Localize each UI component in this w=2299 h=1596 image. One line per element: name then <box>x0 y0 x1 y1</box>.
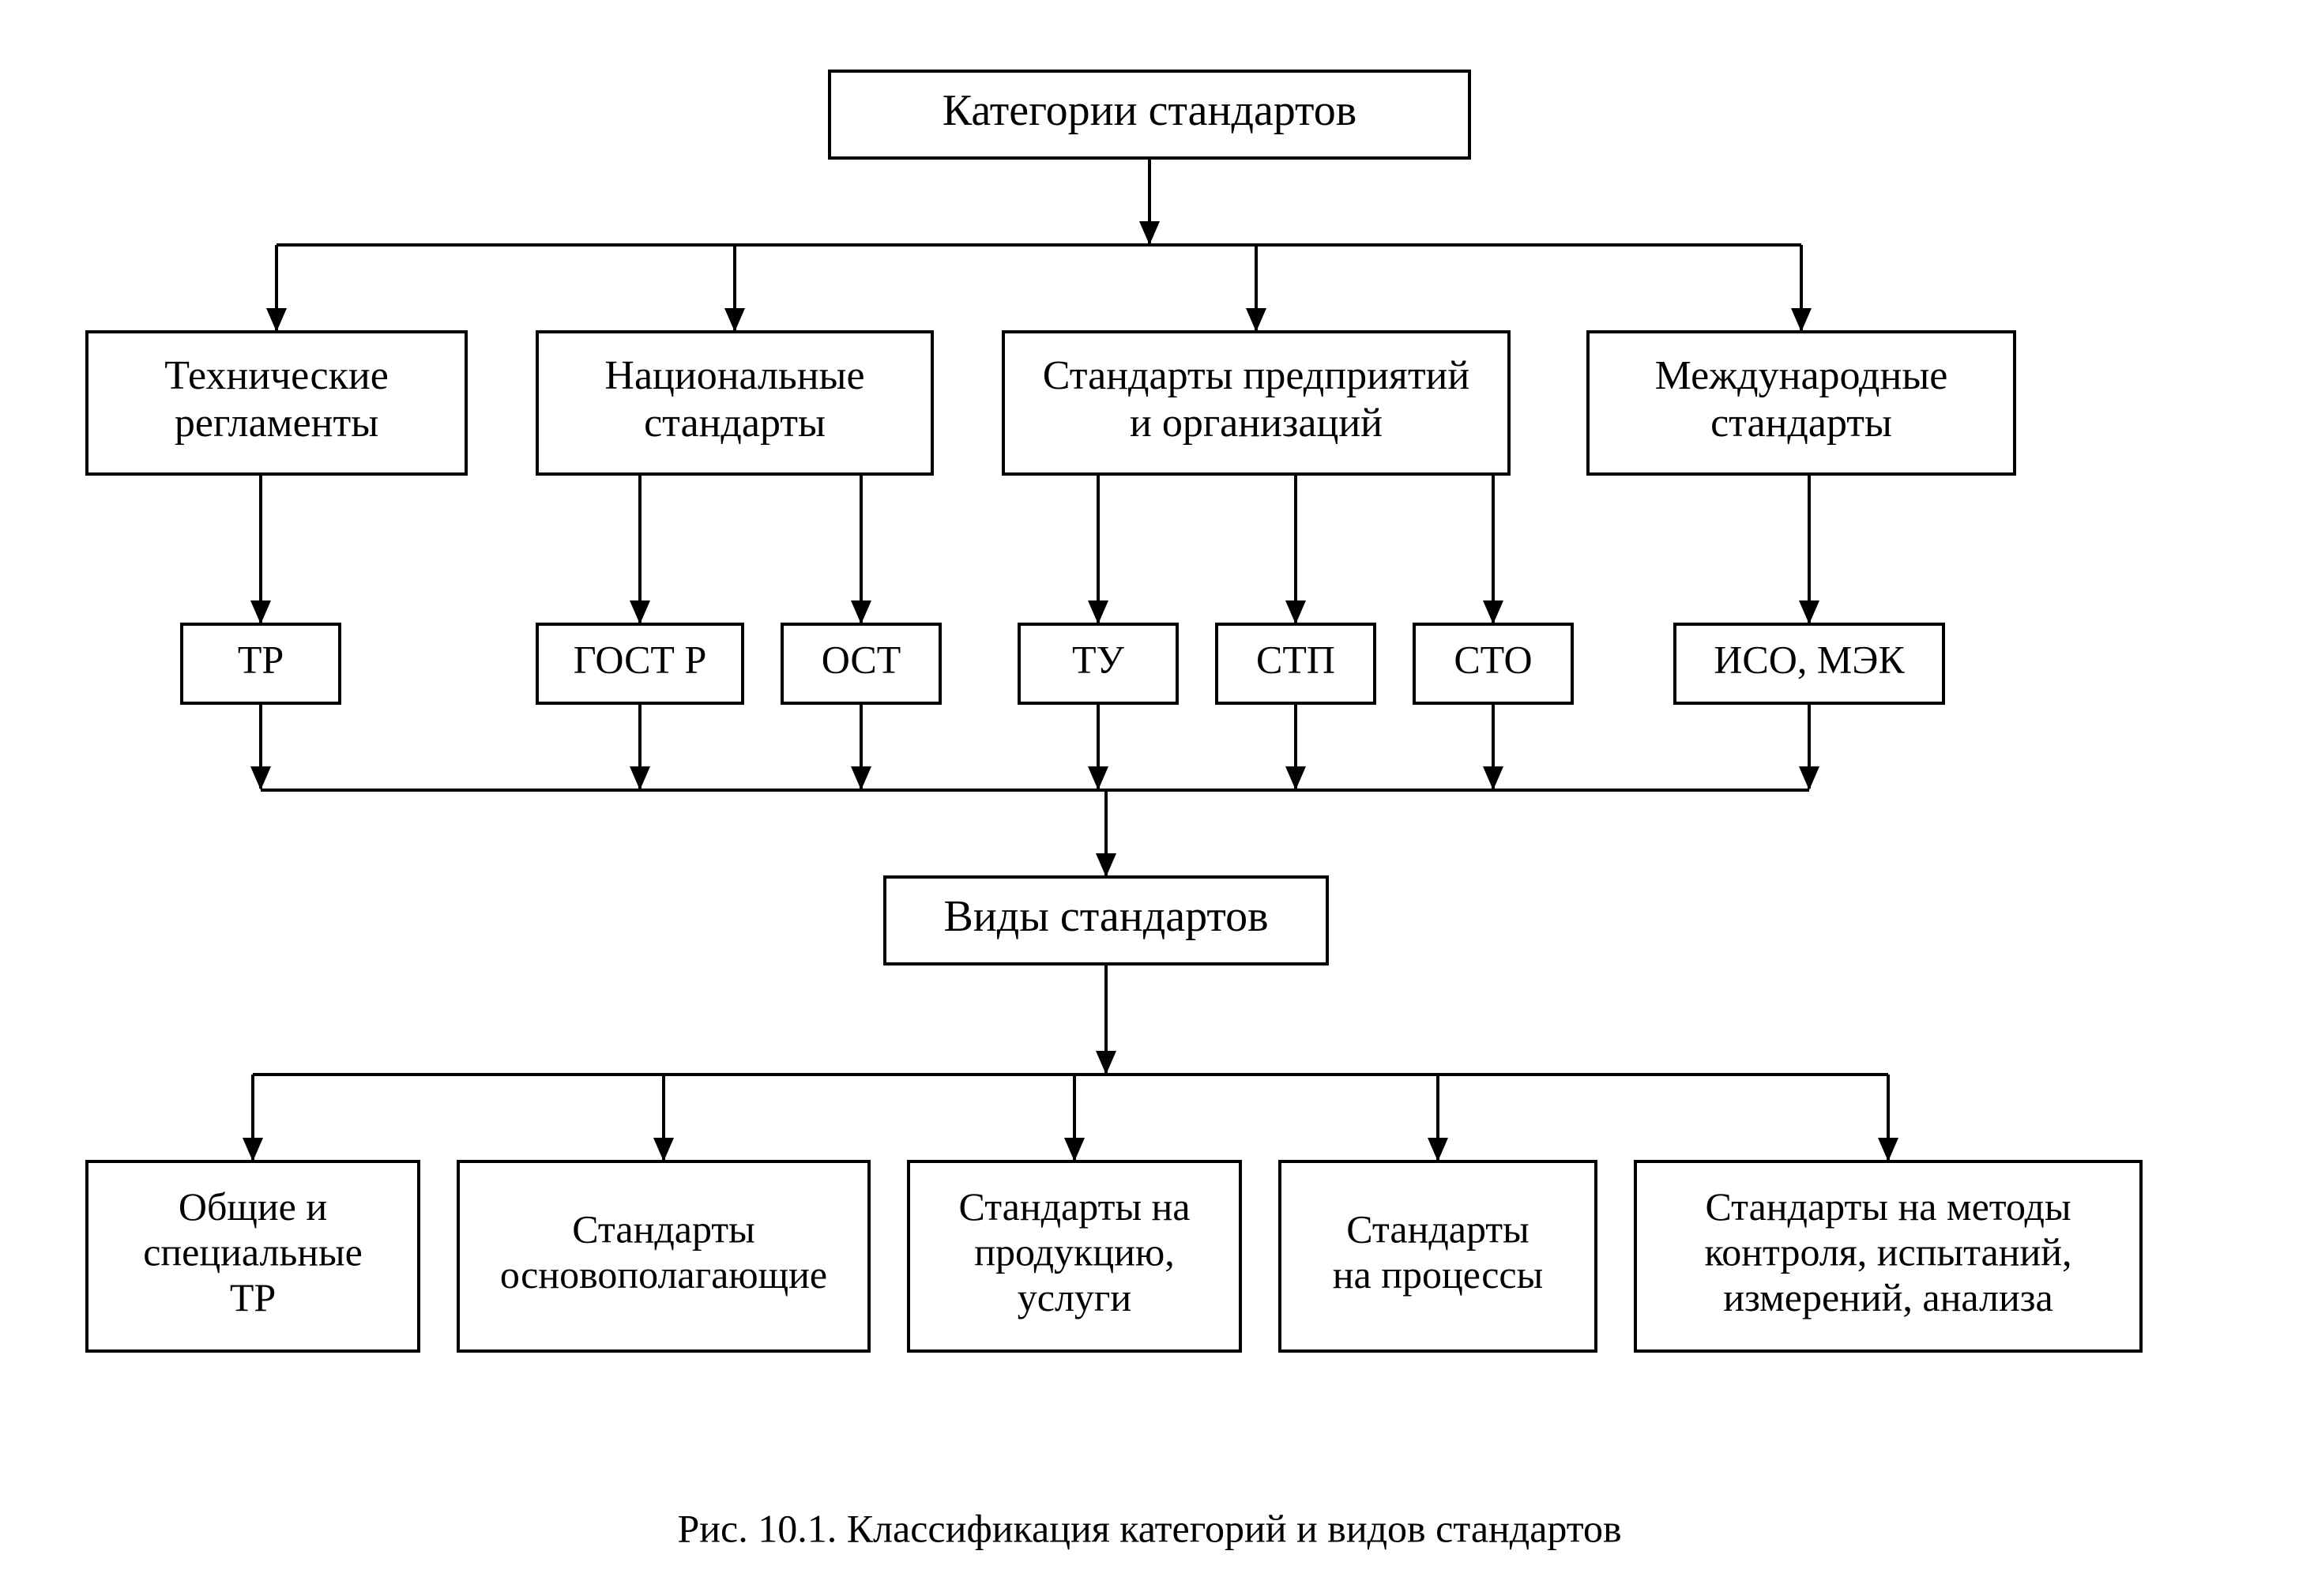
node-cat3-label: Стандарты предприятий <box>1043 353 1469 398</box>
node-t5-label: контроля, испытаний, <box>1705 1229 2072 1274</box>
node-t2-label: Стандарты <box>572 1207 755 1252</box>
node-isomek-label: ИСО, МЭК <box>1714 637 1905 681</box>
node-t2-label: основополагающие <box>500 1252 827 1297</box>
node-t5-label: измерений, анализа <box>1723 1275 2053 1319</box>
node-stp-label: СТП <box>1256 637 1335 681</box>
node-sto-label: СТО <box>1454 637 1532 681</box>
node-cat4-label: Международные <box>1655 353 1948 398</box>
node-ost-label: ОСТ <box>822 637 901 681</box>
node-t3-label: Стандарты на <box>959 1184 1191 1229</box>
node-t5-label: Стандарты на методы <box>1705 1184 2071 1229</box>
node-t4-label: Стандарты <box>1346 1207 1530 1252</box>
node-t3-label: продукцию, <box>974 1229 1174 1274</box>
node-cat2-label: стандарты <box>644 401 826 446</box>
diagram-canvas: Категории стандартов Техническиерегламент… <box>0 0 2299 1596</box>
node-cat1-label: регламенты <box>175 401 378 446</box>
node-t1-label: специальные <box>143 1229 363 1274</box>
figure-caption: Рис. 10.1. Классификация категорий и вид… <box>677 1506 1621 1550</box>
node-cat2-label: Национальные <box>604 353 864 398</box>
node-t1-label: ТР <box>230 1275 276 1319</box>
node-gostr-label: ГОСТ Р <box>574 637 707 681</box>
node-t1-label: Общие и <box>179 1184 327 1229</box>
node-types-label: Виды стандартов <box>943 892 1268 941</box>
node-cat1-label: Технические <box>164 353 389 398</box>
node-tu-label: ТУ <box>1072 637 1125 681</box>
node-tr-label: ТР <box>238 637 284 681</box>
node-cat3-label: и организаций <box>1130 401 1383 446</box>
node-t4-label: на процессы <box>1333 1252 1543 1297</box>
node-t3-label: услуги <box>1018 1275 1131 1319</box>
node-cat4-label: стандарты <box>1710 401 1892 446</box>
node-root-label: Категории стандартов <box>943 86 1356 135</box>
